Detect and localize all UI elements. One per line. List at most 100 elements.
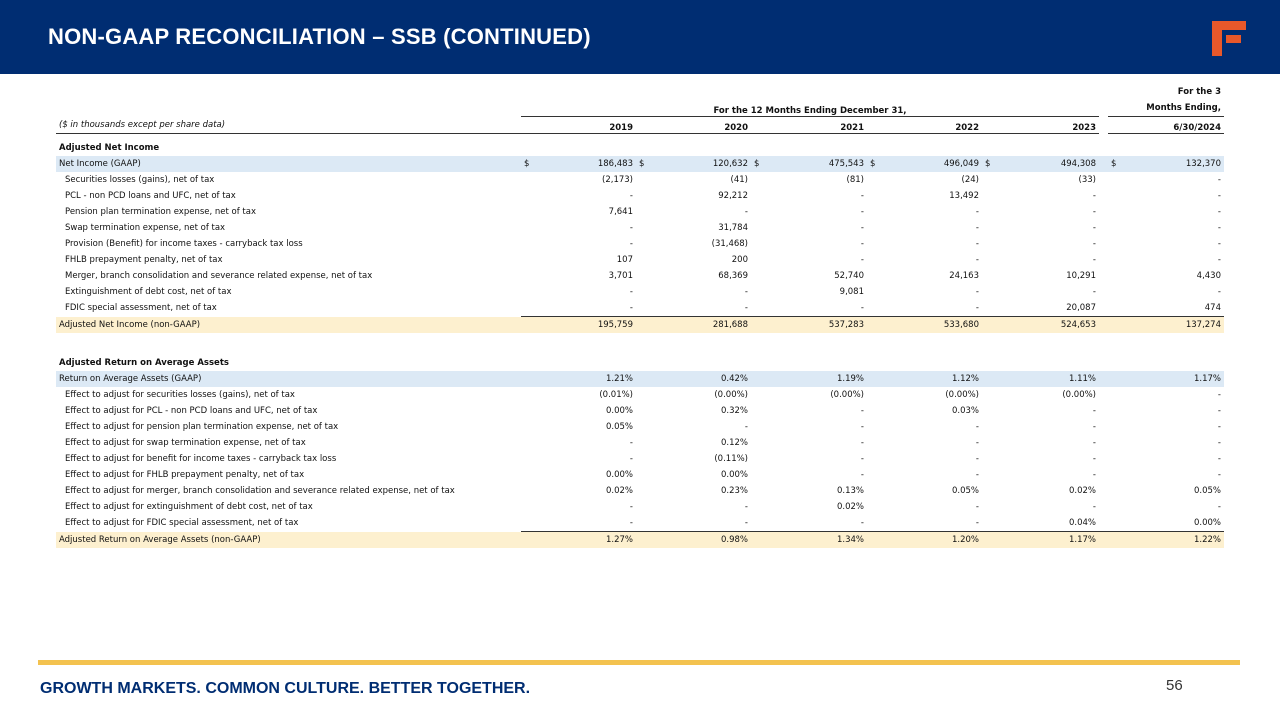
cell-content: 1.19% <box>754 374 864 384</box>
cell-content: - <box>985 239 1096 249</box>
cell-content: - <box>1111 438 1221 448</box>
value: 0.00% <box>605 406 633 416</box>
value: 4,430 <box>1196 271 1221 281</box>
value: 0.02% <box>836 502 864 512</box>
cell-content: 1.20% <box>870 535 979 545</box>
table-row: Provision (Benefit) for income taxes - c… <box>56 236 1224 252</box>
cell: - <box>867 419 982 435</box>
value: 137,274 <box>1185 320 1221 330</box>
slide-title: NON-GAAP RECONCILIATION – SSB (CONTINUED… <box>48 24 591 49</box>
row-label: FDIC special assessment, net of tax <box>65 303 217 314</box>
table-row: Effect to adjust for FDIC special assess… <box>56 515 1224 532</box>
tagline: GROWTH MARKETS. COMMON CULTURE. BETTER T… <box>40 680 531 697</box>
cell-content: - <box>639 502 748 512</box>
cell: (41) <box>636 172 751 188</box>
value: (33) <box>1078 175 1096 185</box>
value: 200 <box>731 255 748 265</box>
cell-content: - <box>985 191 1096 201</box>
currency: $ <box>754 159 760 169</box>
cell: 9,081 <box>751 284 867 300</box>
currency: $ <box>870 159 876 169</box>
cell: 3,701 <box>521 268 636 284</box>
row-label: Provision (Benefit) for income taxes - c… <box>65 239 303 249</box>
cell-content: 52,740 <box>754 271 864 281</box>
row-label: Swap termination expense, net of tax <box>65 223 226 233</box>
cell-content: - <box>985 438 1096 448</box>
value: 3,701 <box>608 271 633 281</box>
value: - <box>860 406 864 416</box>
cell-content: - <box>754 422 864 432</box>
value: - <box>1092 502 1096 512</box>
cell-content: 0.98% <box>639 535 748 545</box>
cell-content: - <box>985 422 1096 432</box>
value: - <box>1217 207 1221 217</box>
cell-content: 9,081 <box>754 287 864 297</box>
cell: - <box>982 419 1099 435</box>
cell-content: - <box>985 502 1096 512</box>
cell-content: 0.04% <box>985 518 1096 528</box>
header-bar <box>0 0 1280 74</box>
cell: 533,680 <box>867 316 982 333</box>
cell: - <box>982 188 1099 204</box>
value: 1.22% <box>1193 535 1221 545</box>
value: - <box>1092 207 1096 217</box>
cell-content: - <box>754 518 864 528</box>
cell-content: - <box>870 255 979 265</box>
cell: 0.02% <box>521 483 636 499</box>
cell: 1.27% <box>521 531 636 548</box>
value: - <box>975 239 979 249</box>
cell: - <box>1108 387 1224 403</box>
cell: - <box>636 300 751 317</box>
cell-content: 137,274 <box>1111 320 1221 330</box>
value: - <box>860 303 864 313</box>
cell-content: - <box>870 207 979 217</box>
cell-content: 4,430 <box>1111 271 1221 281</box>
spacer <box>1099 371 1108 387</box>
cell-content: - <box>985 223 1096 233</box>
section-row: Adjusted Return on Average Assets <box>56 349 1224 371</box>
units-note: ($ in thousands except per share data) <box>56 116 521 134</box>
cell: 195,759 <box>521 316 636 333</box>
cell: - <box>1108 419 1224 435</box>
cell: - <box>867 515 982 532</box>
value: - <box>1092 287 1096 297</box>
cell-content: - <box>1111 191 1221 201</box>
row-label: Effect to adjust for merger, branch cons… <box>65 486 455 496</box>
cell: 0.98% <box>636 531 751 548</box>
cell-content: - <box>1111 454 1221 464</box>
cell-content: 533,680 <box>870 320 979 330</box>
cell-content: 0.02% <box>985 486 1096 496</box>
cell-content: (24) <box>870 175 979 185</box>
table-row: Effect to adjust for PCL - non PCD loans… <box>56 403 1224 419</box>
value: 1.21% <box>605 374 633 384</box>
cell: - <box>521 451 636 467</box>
value: - <box>860 438 864 448</box>
cell-content: 474 <box>1111 303 1221 313</box>
spacer <box>1099 188 1108 204</box>
logo <box>1212 21 1246 56</box>
cell-content: 1.22% <box>1111 535 1221 545</box>
cell-content: - <box>524 518 633 528</box>
value: - <box>1217 422 1221 432</box>
value: - <box>744 502 748 512</box>
cell: - <box>521 284 636 300</box>
value: 1.34% <box>836 535 864 545</box>
value: - <box>975 502 979 512</box>
value: (41) <box>730 175 748 185</box>
cell-content: 1.12% <box>870 374 979 384</box>
spacer <box>1099 467 1108 483</box>
spacer <box>1099 220 1108 236</box>
value: 0.00% <box>605 470 633 480</box>
cell-content: 537,283 <box>754 320 864 330</box>
table-row: Effect to adjust for swap termination ex… <box>56 435 1224 451</box>
blank-row <box>56 333 1224 349</box>
row-label: Adjusted Return on Average Assets (non-G… <box>56 531 521 548</box>
column-header: 2023 <box>982 116 1099 134</box>
cell-content: $186,483 <box>524 159 633 169</box>
cell: 0.12% <box>636 435 751 451</box>
value: 474 <box>1204 303 1221 313</box>
value: (0.01%) <box>599 390 633 400</box>
value: 1.20% <box>951 535 979 545</box>
cell-content: - <box>870 303 979 313</box>
cell-content: 31,784 <box>639 223 748 233</box>
